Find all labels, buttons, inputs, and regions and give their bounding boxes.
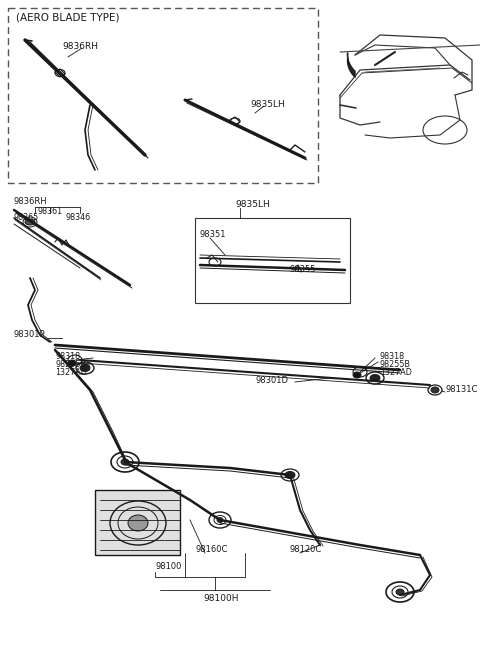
Ellipse shape [396, 589, 404, 595]
Text: 98160C: 98160C [195, 545, 228, 554]
Ellipse shape [353, 372, 361, 378]
Text: 1327AD: 1327AD [380, 368, 412, 377]
Text: 9835LH: 9835LH [235, 200, 270, 209]
Text: 9836RH: 9836RH [14, 197, 48, 206]
Text: 98365: 98365 [14, 213, 39, 222]
Text: 98346: 98346 [65, 213, 90, 222]
Text: 98301P: 98301P [14, 330, 46, 339]
Ellipse shape [25, 219, 35, 225]
Text: 1327AD: 1327AD [55, 368, 87, 377]
Ellipse shape [285, 471, 295, 479]
Text: 98318: 98318 [55, 352, 80, 361]
Ellipse shape [370, 375, 380, 381]
Text: 9836RH: 9836RH [62, 42, 98, 51]
Bar [195, 218, 350, 303]
Text: 98120C: 98120C [290, 545, 322, 554]
Text: 98351: 98351 [200, 230, 227, 239]
Text: 98255B: 98255B [55, 360, 86, 369]
Text: 98355: 98355 [290, 265, 316, 274]
Text: (AERO BLADE TYPE): (AERO BLADE TYPE) [16, 13, 120, 23]
Text: 98100: 98100 [155, 562, 181, 571]
Ellipse shape [80, 365, 90, 371]
Text: 98131C: 98131C [445, 385, 478, 394]
Text: 98100H: 98100H [203, 594, 239, 603]
Ellipse shape [128, 515, 148, 531]
Text: 98301D: 98301D [255, 376, 288, 385]
Ellipse shape [431, 387, 439, 393]
Bar [8, 8, 318, 183]
Ellipse shape [68, 360, 76, 366]
Ellipse shape [121, 459, 129, 465]
Text: 98318: 98318 [380, 352, 405, 361]
Ellipse shape [217, 518, 223, 522]
Text: 98255B: 98255B [380, 360, 411, 369]
Text: 9835LH: 9835LH [250, 100, 285, 109]
Text: 98361: 98361 [37, 207, 62, 216]
Bar [95, 490, 180, 555]
